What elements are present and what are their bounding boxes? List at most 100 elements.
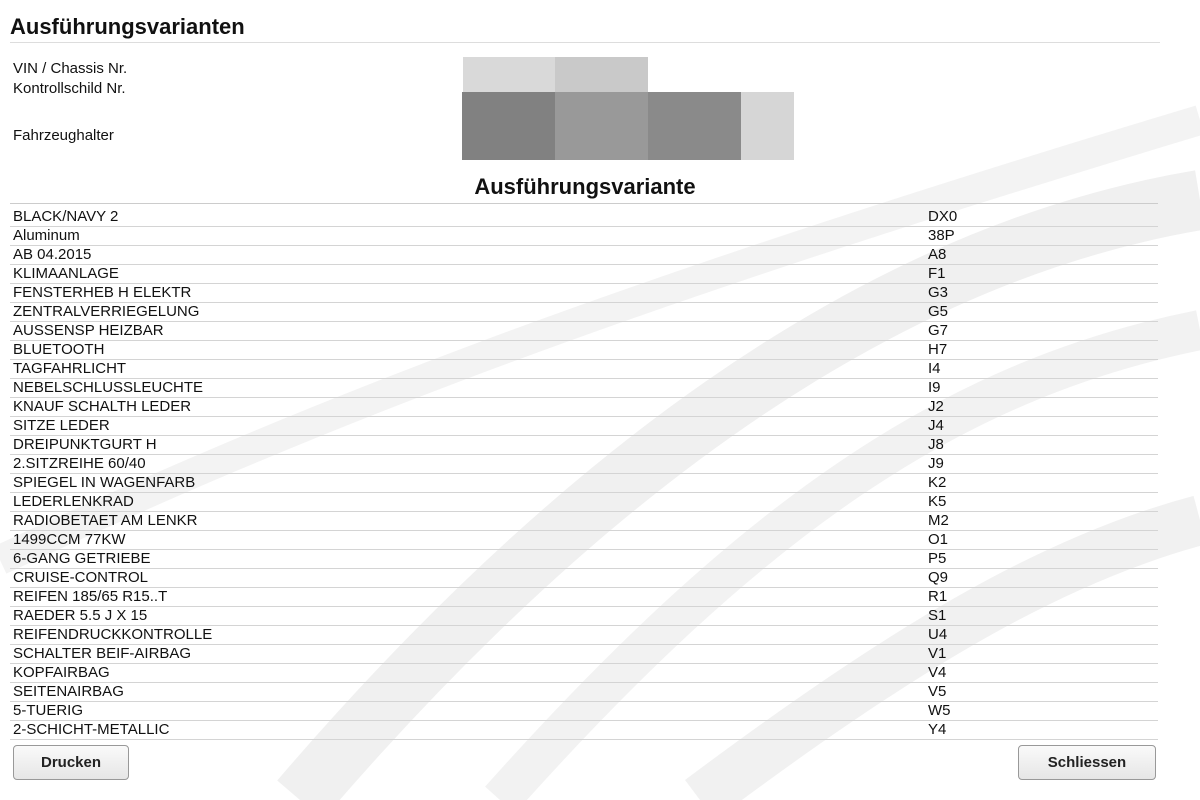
table-row: CRUISE-CONTROL Q9: [10, 568, 1158, 588]
redacted-block: [463, 57, 555, 92]
variant-description: RAEDER 5.5 J X 15: [13, 607, 148, 624]
variant-description: SITZE LEDER: [13, 417, 110, 434]
variant-code: J2: [928, 398, 944, 415]
variant-code: I9: [928, 379, 941, 396]
table-row: AUSSENSP HEIZBAR G7: [10, 321, 1158, 341]
variant-code: R1: [928, 588, 948, 605]
variant-code: J8: [928, 436, 944, 453]
variant-code: U4: [928, 626, 948, 643]
table-row: ZENTRALVERRIEGELUNG G5: [10, 302, 1158, 322]
variant-description: CRUISE-CONTROL: [13, 569, 149, 586]
redacted-block: [741, 92, 794, 160]
variant-code: 38P: [928, 227, 955, 244]
variant-code: J9: [928, 455, 944, 472]
variant-code: H7: [928, 341, 948, 358]
table-row: REIFENDRUCKKONTROLLE U4: [10, 625, 1158, 645]
variant-code: G5: [928, 303, 949, 320]
table-row: 5-TUERIG W5: [10, 701, 1158, 721]
table-row: 6-GANG GETRIEBE P5: [10, 549, 1158, 569]
variant-description: Aluminum: [13, 227, 80, 244]
table-row: Aluminum 38P: [10, 226, 1158, 246]
table-row: BLACK/NAVY 2 DX0: [10, 207, 1158, 227]
table-row: RAEDER 5.5 J X 15 S1: [10, 606, 1158, 626]
variant-code: V4: [928, 664, 947, 681]
variant-description: 2.SITZREIHE 60/40: [13, 455, 146, 472]
variant-code: O1: [928, 531, 949, 548]
variant-code: G7: [928, 322, 949, 339]
variant-description: 6-GANG GETRIEBE: [13, 550, 151, 567]
variant-code: K5: [928, 493, 947, 510]
table-row: RADIOBETAET AM LENKR M2: [10, 511, 1158, 531]
variant-description: FENSTERHEB H ELEKTR: [13, 284, 192, 301]
table-row: 1499CCM 77KW O1: [10, 530, 1158, 550]
variant-description: 1499CCM 77KW: [13, 531, 126, 548]
variant-description: KLIMAANLAGE: [13, 265, 119, 282]
table-row: LEDERLENKRAD K5: [10, 492, 1158, 512]
divider: [10, 203, 1158, 204]
variant-description: REIFENDRUCKKONTROLLE: [13, 626, 213, 643]
variant-description: BLACK/NAVY 2: [13, 208, 119, 225]
variant-code: G3: [928, 284, 949, 301]
variant-description: LEDERLENKRAD: [13, 493, 134, 510]
table-row: SITZE LEDER J4: [10, 416, 1158, 436]
table-row: KNAUF SCHALTH LEDER J2: [10, 397, 1158, 417]
redacted-block: [648, 92, 741, 160]
table-row: BLUETOOTH H7: [10, 340, 1158, 360]
variant-description: RADIOBETAET AM LENKR: [13, 512, 198, 529]
variant-code: P5: [928, 550, 947, 567]
field-label: Fahrzeughalter: [13, 127, 114, 144]
variant-code: K2: [928, 474, 947, 491]
variant-description: SCHALTER BEIF-AIRBAG: [13, 645, 192, 662]
table-row: DREIPUNKTGURT H J8: [10, 435, 1158, 455]
variant-description: KNAUF SCHALTH LEDER: [13, 398, 192, 415]
print-button[interactable]: Drucken: [13, 745, 129, 780]
variant-code: V5: [928, 683, 947, 700]
redacted-block: [555, 92, 648, 160]
variant-description: SEITENAIRBAG: [13, 683, 124, 700]
dialog-title: Ausführungsvarianten: [10, 14, 245, 39]
table-row: REIFEN 185/65 R15..T R1: [10, 587, 1158, 607]
variant-code: W5: [928, 702, 951, 719]
table-row: SPIEGEL IN WAGENFARB K2: [10, 473, 1158, 493]
variant-code: M2: [928, 512, 949, 529]
variant-description: ZENTRALVERRIEGELUNG: [13, 303, 200, 320]
variant-code: F1: [928, 265, 946, 282]
variant-code: DX0: [928, 208, 958, 225]
variant-description: NEBELSCHLUSSLEUCHTE: [13, 379, 204, 396]
table-title: Ausführungsvariante: [474, 174, 696, 199]
table-row: 2.SITZREIHE 60/40 J9: [10, 454, 1158, 474]
redacted-block: [462, 92, 555, 160]
table-row: KLIMAANLAGE F1: [10, 264, 1158, 284]
table-row: 2-SCHICHT-METALLIC Y4: [10, 720, 1158, 740]
variant-description: AUSSENSP HEIZBAR: [13, 322, 164, 339]
variant-description: BLUETOOTH: [13, 341, 105, 358]
field-label: VIN / Chassis Nr.: [13, 60, 128, 77]
variant-description: SPIEGEL IN WAGENFARB: [13, 474, 196, 491]
variant-code: J4: [928, 417, 944, 434]
table-row: NEBELSCHLUSSLEUCHTE I9: [10, 378, 1158, 398]
variant-description: 2-SCHICHT-METALLIC: [13, 721, 170, 738]
variant-description: 5-TUERIG: [13, 702, 84, 719]
table-row: KOPFAIRBAG V4: [10, 663, 1158, 683]
table-row: TAGFAHRLICHT I4: [10, 359, 1158, 379]
variant-description: TAGFAHRLICHT: [13, 360, 127, 377]
redacted-block: [555, 57, 648, 92]
variant-description: AB 04.2015: [13, 246, 92, 263]
variant-code: I4: [928, 360, 941, 377]
divider: [10, 42, 1160, 43]
table-row: FENSTERHEB H ELEKTR G3: [10, 283, 1158, 303]
table-row: AB 04.2015 A8: [10, 245, 1158, 265]
variant-code: Y4: [928, 721, 947, 738]
variant-code: V1: [928, 645, 947, 662]
variant-code: S1: [928, 607, 947, 624]
table-row: SEITENAIRBAG V5: [10, 682, 1158, 702]
variant-description: KOPFAIRBAG: [13, 664, 110, 681]
close-button[interactable]: Schliessen: [1018, 745, 1156, 780]
variant-description: DREIPUNKTGURT H: [13, 436, 157, 453]
field-label: Kontrollschild Nr.: [13, 80, 126, 97]
variant-description: REIFEN 185/65 R15..T: [13, 588, 168, 605]
